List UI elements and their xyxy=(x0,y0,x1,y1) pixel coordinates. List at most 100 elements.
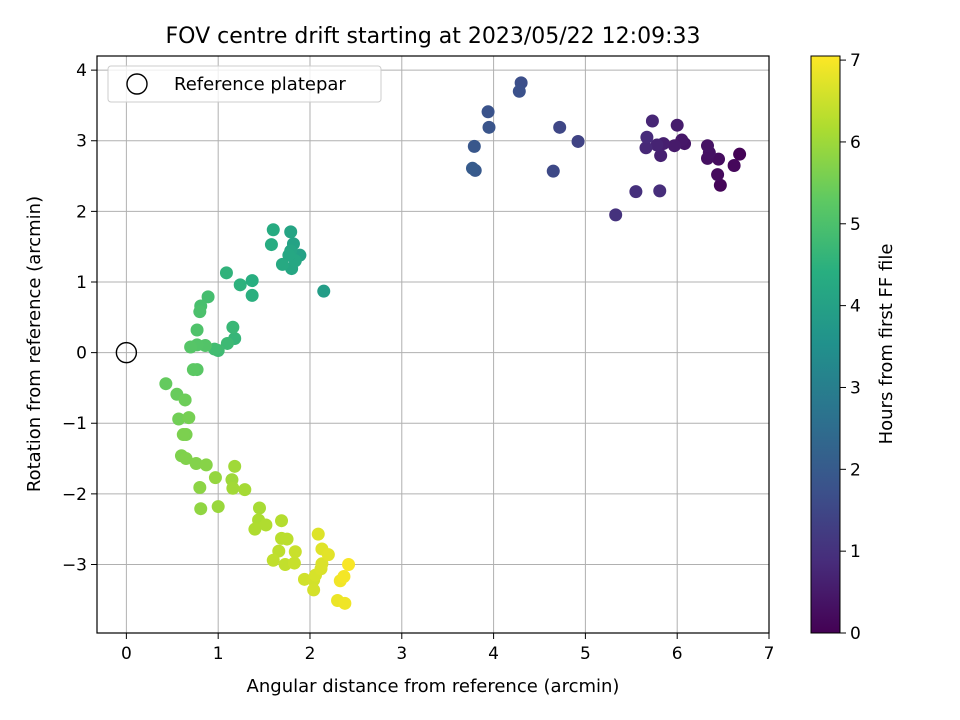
data-point xyxy=(176,428,190,442)
data-point xyxy=(280,532,294,546)
data-point xyxy=(226,320,240,334)
colorbar-tick-label: 3 xyxy=(850,378,861,398)
data-point xyxy=(287,556,301,570)
data-point xyxy=(259,518,273,532)
data-point xyxy=(248,522,262,536)
data-point xyxy=(219,266,233,280)
data-point xyxy=(553,120,567,134)
data-point xyxy=(193,305,207,319)
data-point xyxy=(467,139,481,153)
x-tick-label: 4 xyxy=(488,644,499,664)
plot-frame xyxy=(96,55,770,634)
data-point xyxy=(609,208,623,222)
data-point xyxy=(713,178,727,192)
legend-label: Reference platepar xyxy=(174,74,346,95)
data-point xyxy=(311,527,325,541)
x-tick-label: 2 xyxy=(305,644,316,664)
data-point xyxy=(650,138,664,152)
y-tick-label: 0 xyxy=(76,344,87,364)
reference-marker xyxy=(115,341,138,364)
legend-box xyxy=(107,65,382,103)
data-point xyxy=(571,134,585,148)
x-tick-label: 1 xyxy=(213,644,224,664)
data-points xyxy=(159,76,747,610)
x-tick-label: 6 xyxy=(672,644,683,664)
data-point xyxy=(639,141,653,155)
data-point xyxy=(159,377,173,391)
data-point xyxy=(172,412,186,426)
colorbar-tick-label: 2 xyxy=(850,460,861,480)
data-point xyxy=(193,481,207,495)
colorbar-ticks: 0 1 2 3 4 5 6 7 xyxy=(840,51,861,644)
y-axis-label: Rotation from reference (arcmin) xyxy=(24,196,45,492)
data-point xyxy=(245,274,259,288)
data-point xyxy=(727,158,741,172)
y-tick-label: 3 xyxy=(76,132,87,152)
x-axis: 0 1 2 3 4 5 6 7 xyxy=(121,633,774,664)
x-tick-label: 3 xyxy=(396,644,407,664)
data-point xyxy=(321,548,335,562)
data-point xyxy=(275,257,289,271)
data-point xyxy=(190,323,204,337)
data-point xyxy=(307,583,321,597)
colorbar-tick-label: 4 xyxy=(850,297,861,317)
data-point xyxy=(228,459,242,473)
data-point xyxy=(189,457,203,471)
data-point xyxy=(712,152,726,166)
data-point xyxy=(238,483,252,497)
y-tick-label: 2 xyxy=(76,202,87,222)
data-point xyxy=(653,184,667,198)
x-axis-label: Angular distance from reference (arcmin) xyxy=(247,676,620,697)
data-point xyxy=(199,458,213,472)
colorbar-tick-label: 0 xyxy=(850,624,861,644)
data-point xyxy=(338,596,352,610)
grid-lines xyxy=(97,56,770,633)
data-point xyxy=(317,284,331,298)
data-point xyxy=(220,336,234,350)
colorbar-tick-label: 5 xyxy=(850,215,861,235)
y-tick-label: −1 xyxy=(62,414,87,434)
data-point xyxy=(640,130,654,144)
data-point xyxy=(654,149,668,163)
y-tick-label: 4 xyxy=(76,61,87,81)
colorbar-tick-label: 6 xyxy=(850,133,861,153)
colorbar-tick-label: 7 xyxy=(850,51,861,71)
y-tick-label: −3 xyxy=(62,555,87,575)
data-point xyxy=(266,223,280,237)
data-point xyxy=(264,238,278,252)
data-point xyxy=(245,288,259,302)
data-point xyxy=(233,278,247,292)
data-point xyxy=(194,502,208,516)
data-point xyxy=(711,168,725,182)
data-point xyxy=(482,120,496,134)
colorbar-gradient xyxy=(810,55,841,634)
data-point xyxy=(629,185,643,199)
data-point xyxy=(342,557,356,571)
x-tick-label: 5 xyxy=(580,644,591,664)
y-tick-label: −2 xyxy=(62,485,87,505)
data-point xyxy=(211,500,225,514)
data-point xyxy=(182,411,196,425)
data-point xyxy=(315,557,329,571)
data-point xyxy=(465,161,479,175)
x-tick-label: 0 xyxy=(121,644,132,664)
reference-point xyxy=(115,341,138,364)
colorbar: 0 1 2 3 4 5 6 7 Hours from first FF file xyxy=(810,51,897,644)
data-point xyxy=(670,118,684,132)
x-tick-label: 7 xyxy=(764,644,775,664)
data-point xyxy=(667,139,681,153)
data-point xyxy=(288,545,302,559)
chart-title: FOV centre drift starting at 2023/05/22 … xyxy=(166,24,701,49)
data-point xyxy=(282,248,296,262)
data-point xyxy=(512,84,526,98)
data-point xyxy=(700,139,714,153)
data-point xyxy=(645,114,659,128)
y-axis: −3 −2 −1 0 1 2 3 4 xyxy=(62,61,97,575)
data-point xyxy=(733,147,747,161)
legend: Reference platepar xyxy=(107,65,382,103)
data-point xyxy=(201,290,215,304)
data-point xyxy=(226,481,240,495)
data-point xyxy=(208,471,222,485)
data-point xyxy=(284,225,298,239)
